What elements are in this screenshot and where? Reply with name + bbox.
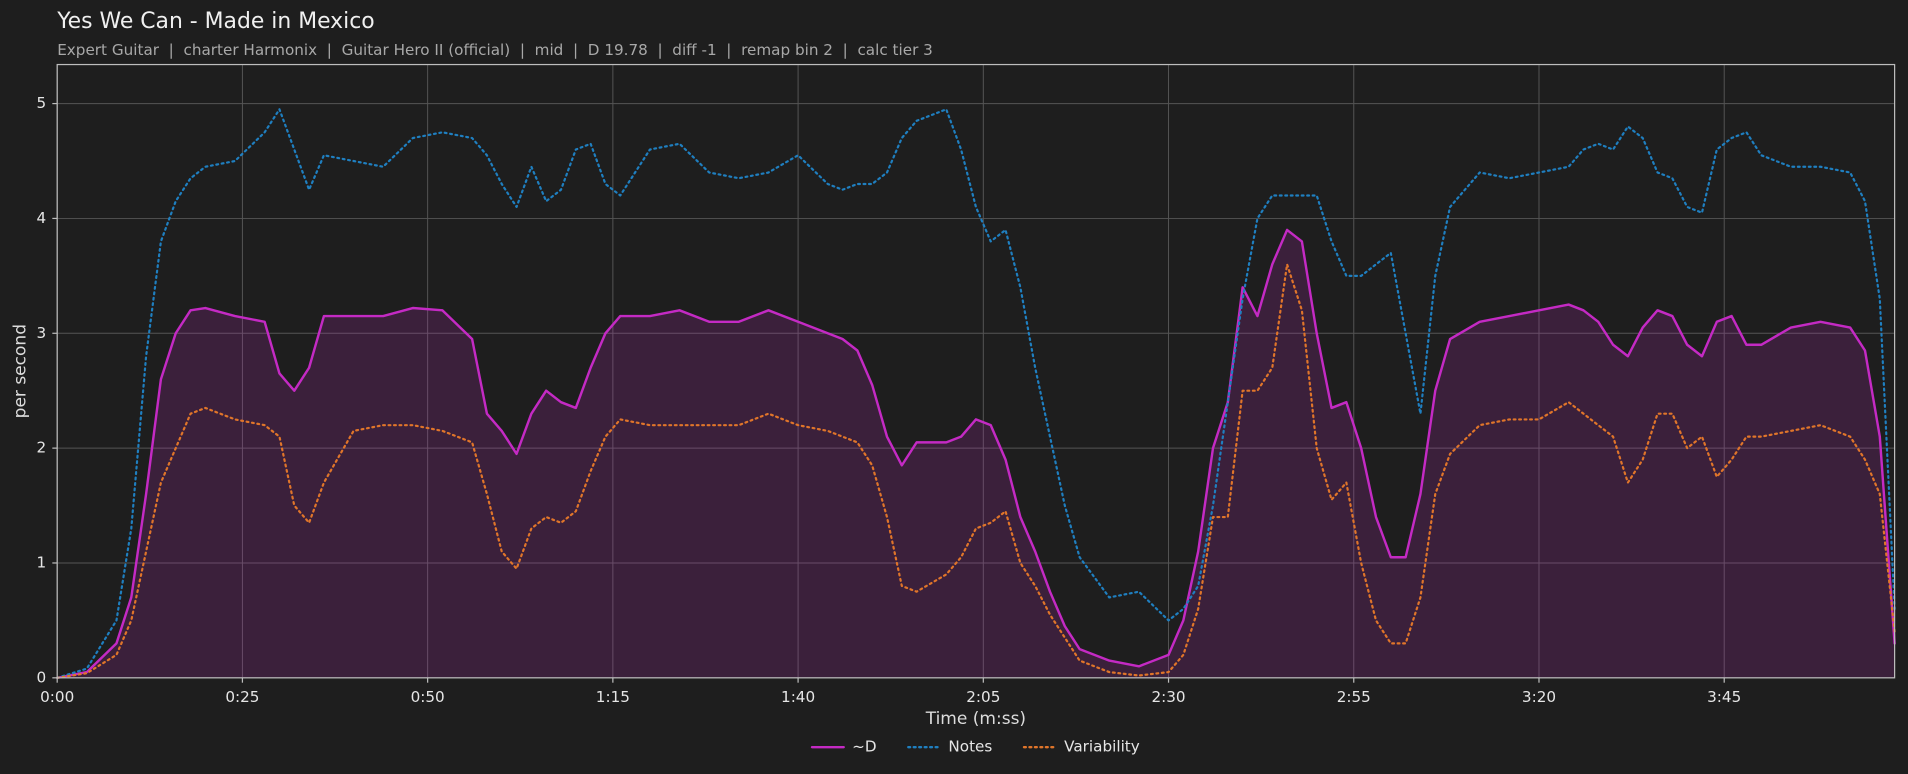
legend: ~D Notes Variability — [810, 738, 1140, 756]
y-tick-label: 3 — [37, 324, 47, 342]
chart-subtitle: Expert Guitar | charter Harmonix | Guita… — [57, 41, 933, 59]
y-tick-label: 2 — [37, 439, 47, 457]
line — [56, 108, 1896, 679]
plot-frame — [56, 63, 1896, 679]
legend-label: Notes — [948, 738, 992, 756]
x-tick-label: 1:40 — [781, 688, 815, 706]
x-axis-label: Time (m:ss) — [925, 709, 1026, 729]
y-tick-label: 5 — [37, 94, 47, 112]
y-tick-label: 1 — [37, 553, 47, 571]
legend-item: ~D — [810, 738, 877, 756]
plot-area — [55, 108, 1896, 680]
x-tick-label: 1:15 — [596, 688, 630, 706]
x-tick-label: 2:55 — [1337, 688, 1371, 706]
y-axis-label: per second — [11, 324, 31, 418]
x-tick-label: 3:45 — [1707, 688, 1741, 706]
grid — [56, 64, 1895, 679]
x-tick-label: 0:00 — [40, 688, 74, 706]
chart-title: Yes We Can - Made in Mexico — [56, 9, 374, 34]
x-tick-label: 0:50 — [411, 688, 445, 706]
line — [56, 263, 1896, 679]
legend-item: Notes — [907, 738, 992, 756]
x-tick-label: 2:30 — [1151, 688, 1185, 706]
legend-item: Variability — [1022, 738, 1140, 756]
x-tick-label: 0:25 — [225, 688, 259, 706]
ticks: 0 1 2 3 4 5 0:00 0:25 0:50 1:15 1:40 2:05 2:30 2:55 3:… — [37, 94, 1742, 706]
y-tick-label: 4 — [37, 209, 47, 227]
line — [55, 228, 1896, 680]
legend-label: ~D — [852, 738, 876, 756]
legend-label: Variability — [1064, 738, 1140, 756]
x-tick-label: 3:20 — [1522, 688, 1556, 706]
y-tick-label: 0 — [37, 668, 47, 686]
x-tick-label: 2:05 — [966, 688, 1000, 706]
